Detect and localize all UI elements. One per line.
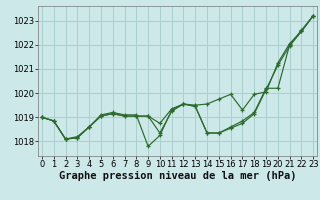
X-axis label: Graphe pression niveau de la mer (hPa): Graphe pression niveau de la mer (hPa) bbox=[59, 171, 296, 181]
